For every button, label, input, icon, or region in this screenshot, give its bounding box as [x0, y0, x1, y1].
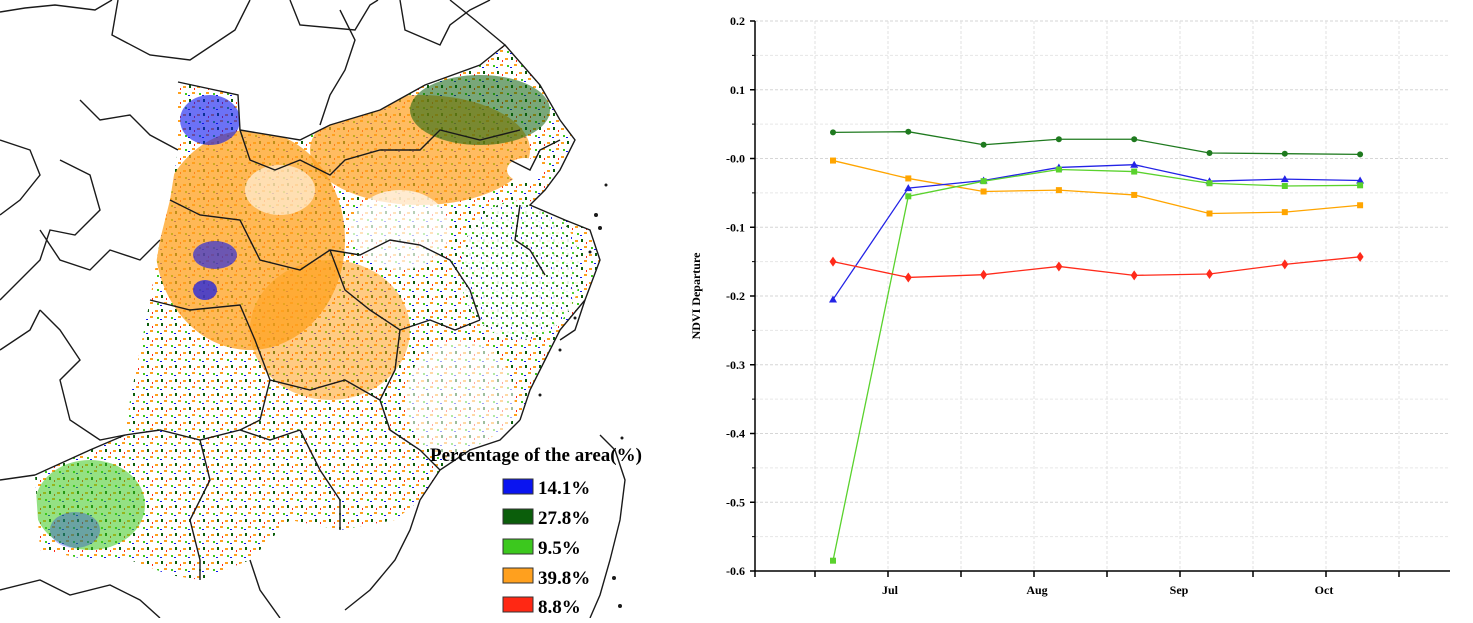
data-point [905, 175, 912, 182]
data-point [1281, 183, 1288, 189]
series-line [832, 131, 1361, 156]
x-tick-label: Jul [882, 583, 899, 597]
series-line [832, 159, 1361, 215]
y-tick-label: 0.1 [730, 83, 745, 97]
legend-label: 14.1% [538, 478, 590, 499]
map-legend: Percentage of the area(%) 14.1% 27.8% 9.… [430, 445, 642, 618]
data-point [905, 193, 912, 200]
legend-swatch [502, 596, 534, 613]
ndvi-departure-map: Percentage of the area(%) 14.1% 27.8% 9.… [0, 0, 690, 619]
legend-item: 14.1% [502, 478, 590, 499]
data-point [830, 129, 836, 136]
data-point [1206, 269, 1213, 279]
data-point [1281, 209, 1288, 216]
y-tick-label: -0.2 [726, 289, 745, 303]
y-tick-label: -0.5 [726, 495, 745, 509]
data-point [1055, 187, 1062, 194]
y-tick-label: -0.1 [726, 220, 745, 234]
coastal-islands [538, 183, 624, 608]
ndvi-departure-chart: 0.2 0.1 -0.0 -0.1 -0.2 -0.3 -0.4 -0.5 -0.6 Jul Aug… [689, 0, 1473, 618]
legend-item: 39.8% [502, 567, 590, 589]
data-point [1130, 160, 1139, 168]
legend-label: 39.8% [538, 568, 590, 589]
legend-title: Percentage of the area(%) [430, 445, 642, 466]
data-point [1131, 191, 1138, 198]
chart-series [829, 128, 1365, 564]
data-point [980, 141, 987, 148]
y-tick-label: -0.6 [726, 564, 745, 578]
series-line [832, 168, 1361, 561]
legend-label: 9.5% [538, 538, 581, 559]
data-point [1356, 251, 1364, 262]
chart-axes: 0.2 0.1 -0.0 -0.1 -0.2 -0.3 -0.4 -0.5 -0.6 Jul Aug… [726, 14, 1450, 597]
data-point [1055, 261, 1063, 272]
data-point [829, 295, 837, 303]
legend-item: 8.8% [502, 596, 581, 618]
data-point [1357, 151, 1364, 158]
series [830, 166, 1364, 564]
map-canvas: Percentage of the area(%) 14.1% 27.8% 9.… [0, 0, 642, 619]
x-tick-label: Sep [1170, 583, 1189, 597]
data-point [1281, 150, 1288, 157]
legend-label: 8.8% [538, 597, 581, 618]
data-point [1055, 136, 1062, 143]
series [829, 160, 1365, 303]
data-point [1280, 175, 1289, 183]
data-point [830, 157, 836, 164]
series-line [832, 256, 1361, 279]
series [830, 128, 1364, 158]
data-point [830, 557, 836, 564]
x-tick-label: Aug [1026, 583, 1047, 597]
data-point [905, 128, 912, 135]
data-point [1281, 259, 1289, 270]
data-point [980, 269, 988, 280]
data-point [1055, 166, 1062, 173]
series [830, 157, 1364, 217]
legend-swatch [502, 508, 534, 525]
y-tick-label: -0.4 [726, 427, 745, 441]
x-tick-label: Oct [1315, 583, 1334, 597]
data-point [1131, 136, 1138, 143]
legend-swatch [502, 478, 534, 495]
data-point [1206, 210, 1213, 217]
data-point [1357, 202, 1364, 209]
legend-item: 27.8% [502, 508, 590, 529]
data-point [1206, 150, 1213, 156]
line-chart: 0.2 0.1 -0.0 -0.1 -0.2 -0.3 -0.4 -0.5 -0.6 Jul Aug… [689, 14, 1450, 597]
y-tick-label: -0.3 [726, 358, 745, 372]
data-point [829, 256, 837, 267]
y-axis-title: NDVI Departure [690, 252, 703, 339]
data-point [980, 178, 987, 185]
data-point [1357, 182, 1364, 189]
legend-item: 9.5% [502, 538, 581, 559]
data-point [1131, 168, 1138, 175]
data-point [1356, 176, 1365, 184]
data-point [904, 184, 913, 192]
y-tick-label: 0.2 [730, 14, 745, 28]
province-boundaries [0, 0, 626, 619]
series [829, 251, 1364, 283]
legend-swatch [502, 567, 534, 584]
data-point [1130, 270, 1138, 281]
legend-label: 27.8% [538, 508, 590, 529]
y-tick-label: -0.0 [726, 152, 745, 166]
chart-grid [755, 20, 1450, 572]
data-point [1206, 180, 1213, 187]
legend-swatch [502, 538, 534, 555]
series-line [832, 164, 1361, 300]
data-point [904, 272, 912, 283]
data-point [980, 188, 987, 195]
